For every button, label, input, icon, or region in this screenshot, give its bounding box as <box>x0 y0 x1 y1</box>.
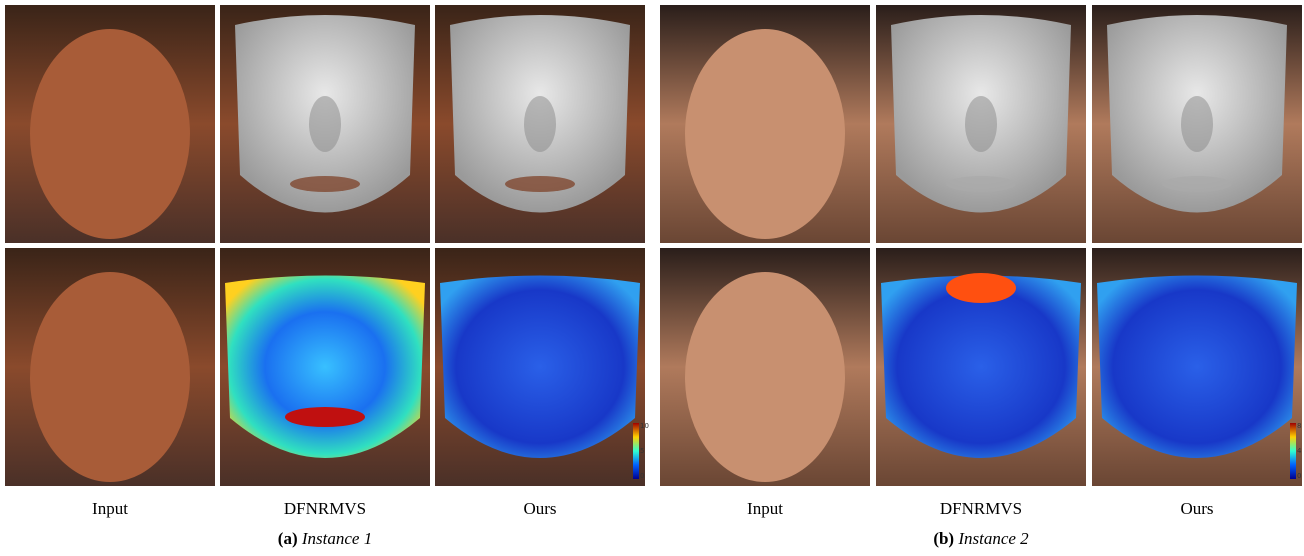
face <box>30 29 190 239</box>
colorbar-tick-label: 8 <box>1297 422 1301 430</box>
error-hotspot <box>946 273 1016 303</box>
colorbar-tick-label: 5 <box>640 447 644 455</box>
mesh-mouth <box>290 176 360 192</box>
mesh-nose <box>1181 96 1213 152</box>
error-map <box>440 276 640 459</box>
error-map <box>1097 276 1297 459</box>
caption: (a) Instance 1 <box>278 529 372 548</box>
column-label: Input <box>92 499 128 518</box>
caption-label: (b) <box>933 529 954 548</box>
error-hotspot <box>285 407 365 427</box>
figure: Input DFNRMVS 10 5 0 Ours (a) Instance 1 Input D… <box>0 0 1304 556</box>
caption-title: Instance 1 <box>301 529 372 548</box>
colorbar-tick-label: 0 <box>1297 472 1301 480</box>
colorbar-tick-label: 0 <box>640 472 644 480</box>
colorbar-tick-label: 4 <box>1297 447 1302 455</box>
mesh-nose <box>965 96 997 152</box>
caption-label: (a) <box>278 529 298 548</box>
column-label: Ours <box>523 499 556 518</box>
mesh-mouth <box>1162 176 1232 192</box>
face <box>30 272 190 482</box>
column-label: Ours <box>1180 499 1213 518</box>
face <box>685 29 845 239</box>
mesh-nose <box>309 96 341 152</box>
error-map <box>225 276 425 459</box>
column-label: DFNRMVS <box>284 499 366 518</box>
mesh-mouth <box>946 176 1016 192</box>
colorbar-tick-label: 10 <box>640 422 649 430</box>
colorbar <box>633 423 639 479</box>
mesh-nose <box>524 96 556 152</box>
face <box>685 272 845 482</box>
caption-title: Instance 2 <box>957 529 1029 548</box>
colorbar <box>1290 423 1296 479</box>
mesh-mouth <box>505 176 575 192</box>
caption: (b) Instance 2 <box>933 529 1029 548</box>
column-label: Input <box>747 499 783 518</box>
column-label: DFNRMVS <box>940 499 1022 518</box>
